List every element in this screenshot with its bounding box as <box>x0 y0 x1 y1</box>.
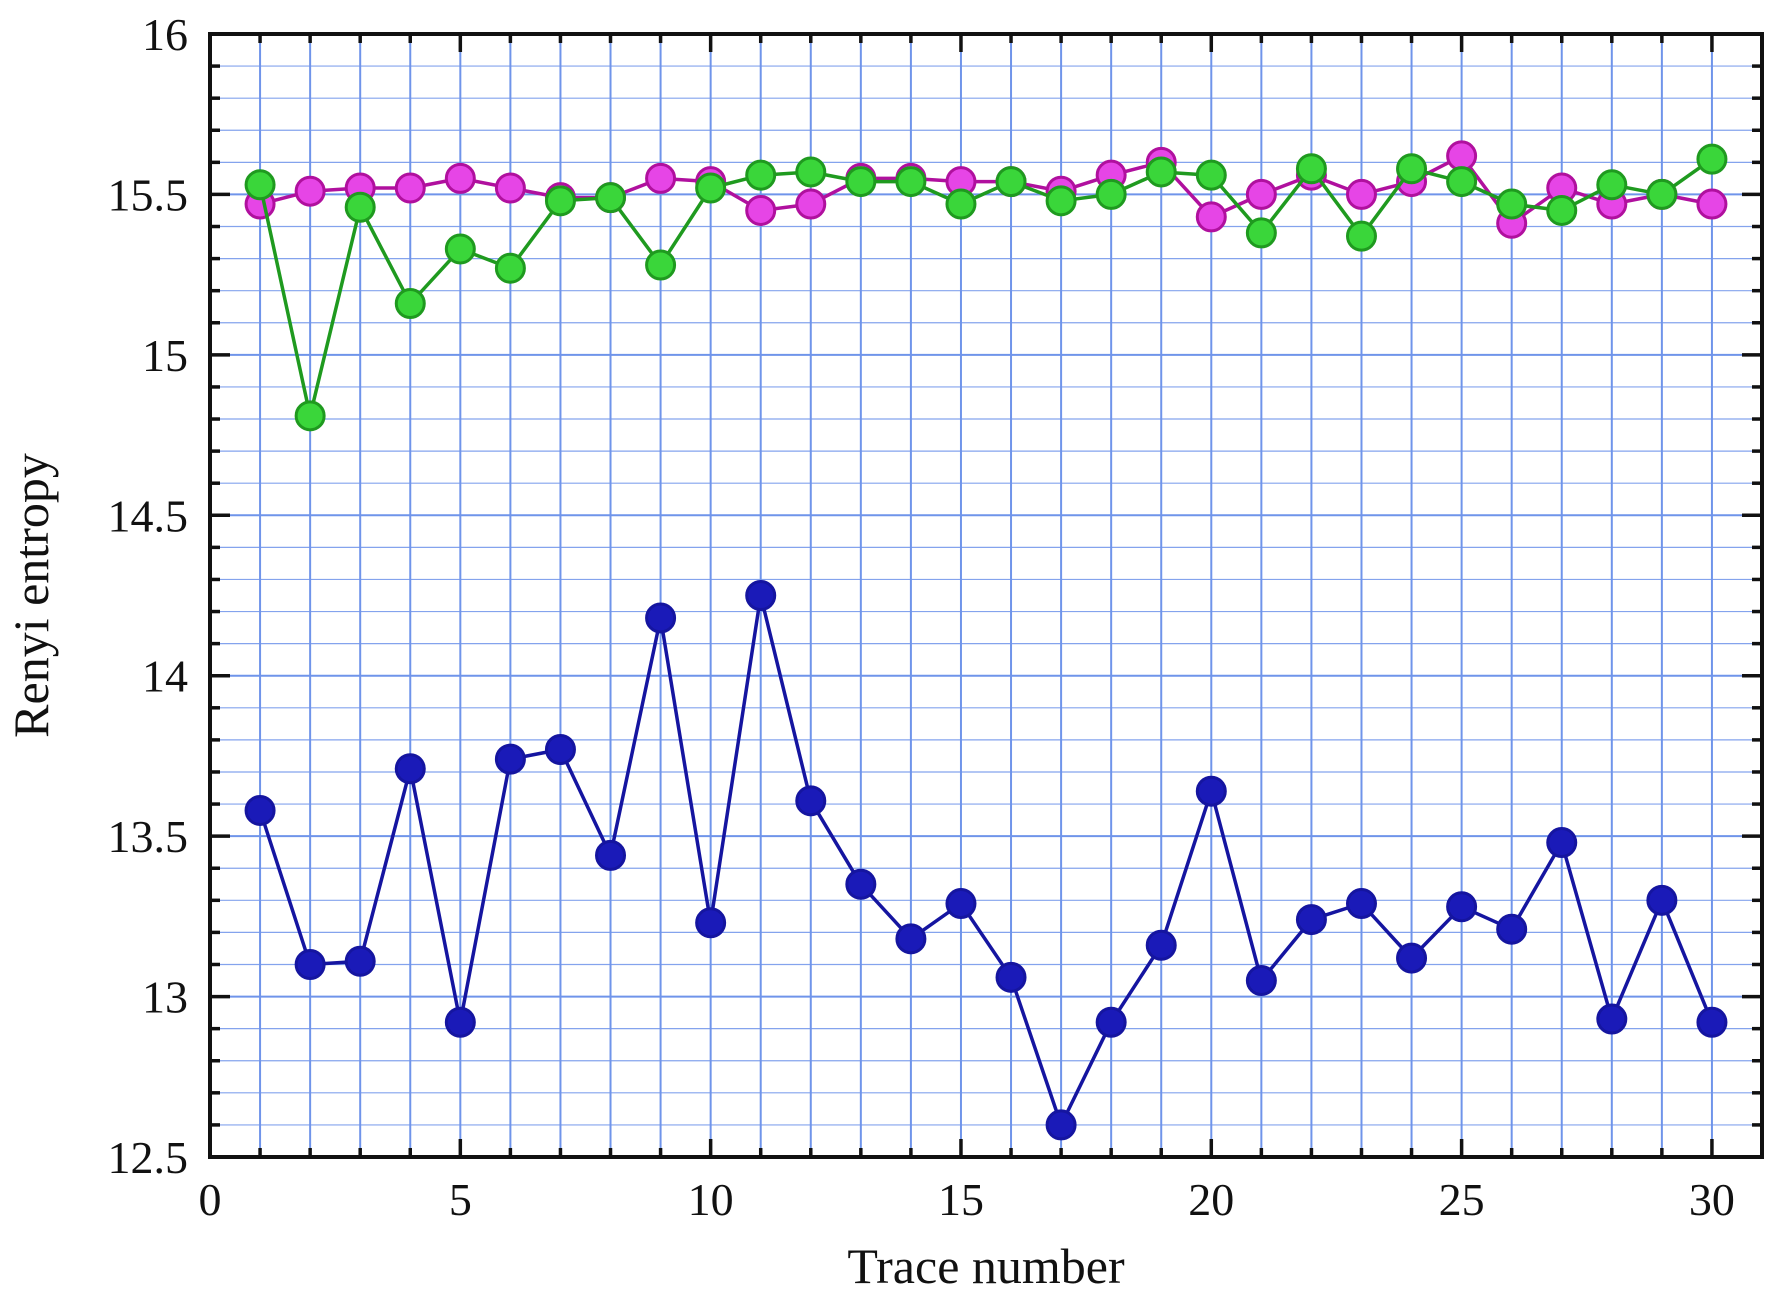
series-1-point <box>1195 775 1227 807</box>
series-3-point <box>995 166 1027 198</box>
series-1-point <box>1245 965 1277 997</box>
series-1-point <box>344 945 376 977</box>
series-1-point <box>1646 884 1678 916</box>
series-3-point <box>645 249 677 281</box>
series-layer <box>244 140 1728 1141</box>
x-tick-label: 10 <box>688 1174 734 1225</box>
x-axis-title: Trace number <box>847 1238 1125 1294</box>
series-1 <box>244 580 1728 1141</box>
series-3-point <box>1596 169 1628 201</box>
series-1-point <box>1095 1006 1127 1038</box>
series-2-point <box>294 175 326 207</box>
series-3-point <box>494 252 526 284</box>
series-3-point <box>294 400 326 432</box>
series-1-point <box>995 961 1027 993</box>
axis-ticks <box>208 32 1762 1159</box>
series-1-point <box>845 868 877 900</box>
series-1-point <box>544 734 576 766</box>
x-tick-label: 15 <box>938 1174 984 1225</box>
series-2-point <box>394 172 426 204</box>
y-axis-title: Renyi entropy <box>3 453 59 738</box>
series-2-point <box>1245 178 1277 210</box>
series-1-point <box>494 743 526 775</box>
series-3-point <box>895 166 927 198</box>
series-1-point <box>294 948 326 980</box>
series-3-point <box>1496 188 1528 220</box>
series-2-point <box>1195 201 1227 233</box>
series-1-point <box>244 794 276 826</box>
series-1-point <box>1596 1003 1628 1035</box>
series-1-point <box>1396 942 1428 974</box>
series-3-point <box>1396 153 1428 185</box>
series-3-point <box>1095 178 1127 210</box>
series-1-point <box>695 907 727 939</box>
series-2-point <box>1696 188 1728 220</box>
series-3-point <box>1245 217 1277 249</box>
series-3-point <box>544 185 576 217</box>
series-3-point <box>595 182 627 214</box>
series-1-point <box>1345 888 1377 920</box>
series-3-point <box>1345 220 1377 252</box>
series-1-point <box>1145 929 1177 961</box>
series-2-point <box>795 188 827 220</box>
series-1-point <box>444 1006 476 1038</box>
series-3-point <box>695 172 727 204</box>
series-1-point <box>945 888 977 920</box>
series-3-point <box>394 288 426 320</box>
series-2-point <box>1446 140 1478 172</box>
series-1-point <box>1446 891 1478 923</box>
series-1-point <box>1546 827 1578 859</box>
series-1-point <box>394 753 426 785</box>
series-3-point <box>1446 166 1478 198</box>
series-3-point <box>344 191 376 223</box>
y-tick-label: 16 <box>142 9 188 60</box>
series-2-point <box>645 162 677 194</box>
y-tick-label: 13 <box>142 972 188 1023</box>
series-3-point <box>244 169 276 201</box>
series-1-point <box>895 923 927 955</box>
series-1-point <box>745 580 777 611</box>
y-tick-label: 14.5 <box>108 490 189 541</box>
series-3-point <box>444 233 476 265</box>
y-tick-label: 14 <box>142 651 188 702</box>
x-tick-label: 0 <box>199 1174 222 1225</box>
series-1-point <box>595 839 627 871</box>
series-2-point <box>745 194 777 226</box>
series-2-point <box>1345 178 1377 210</box>
x-tick-label: 5 <box>449 1174 472 1225</box>
y-tick-label: 15.5 <box>108 169 189 220</box>
series-3-point <box>1646 178 1678 210</box>
series-1-point <box>1295 904 1327 936</box>
series-1-point <box>795 785 827 817</box>
series-3-point <box>795 156 827 188</box>
series-1-point <box>1045 1109 1077 1141</box>
plot-frame <box>208 32 1764 1159</box>
series-1-point <box>1696 1006 1728 1038</box>
series-1-point <box>645 602 677 634</box>
series-3-point <box>1195 159 1227 191</box>
y-tick-label: 15 <box>142 330 188 381</box>
x-tick-label: 25 <box>1439 1174 1485 1225</box>
series-2-point <box>494 172 526 204</box>
series-3-point <box>1546 194 1578 226</box>
y-tick-label: 13.5 <box>108 811 189 862</box>
series-3-point <box>745 159 777 191</box>
y-tick-labels: 12.5 13 13.5 14 14.5 15 15.5 16 <box>108 9 189 1183</box>
x-tick-labels: 0 5 10 15 20 25 30 <box>199 1174 1735 1225</box>
series-3-point <box>1696 143 1728 175</box>
series-3-point <box>1045 185 1077 217</box>
series-3-point <box>1145 156 1177 188</box>
y-tick-label: 12.5 <box>108 1132 189 1183</box>
series-2-point <box>444 162 476 194</box>
series-3 <box>244 143 1728 432</box>
x-tick-label: 30 <box>1689 1174 1735 1225</box>
series-3-point <box>945 188 977 220</box>
series-1-point <box>1496 913 1528 945</box>
series-3-point <box>845 166 877 198</box>
series-3-point <box>1295 153 1327 185</box>
x-tick-label: 20 <box>1188 1174 1234 1225</box>
